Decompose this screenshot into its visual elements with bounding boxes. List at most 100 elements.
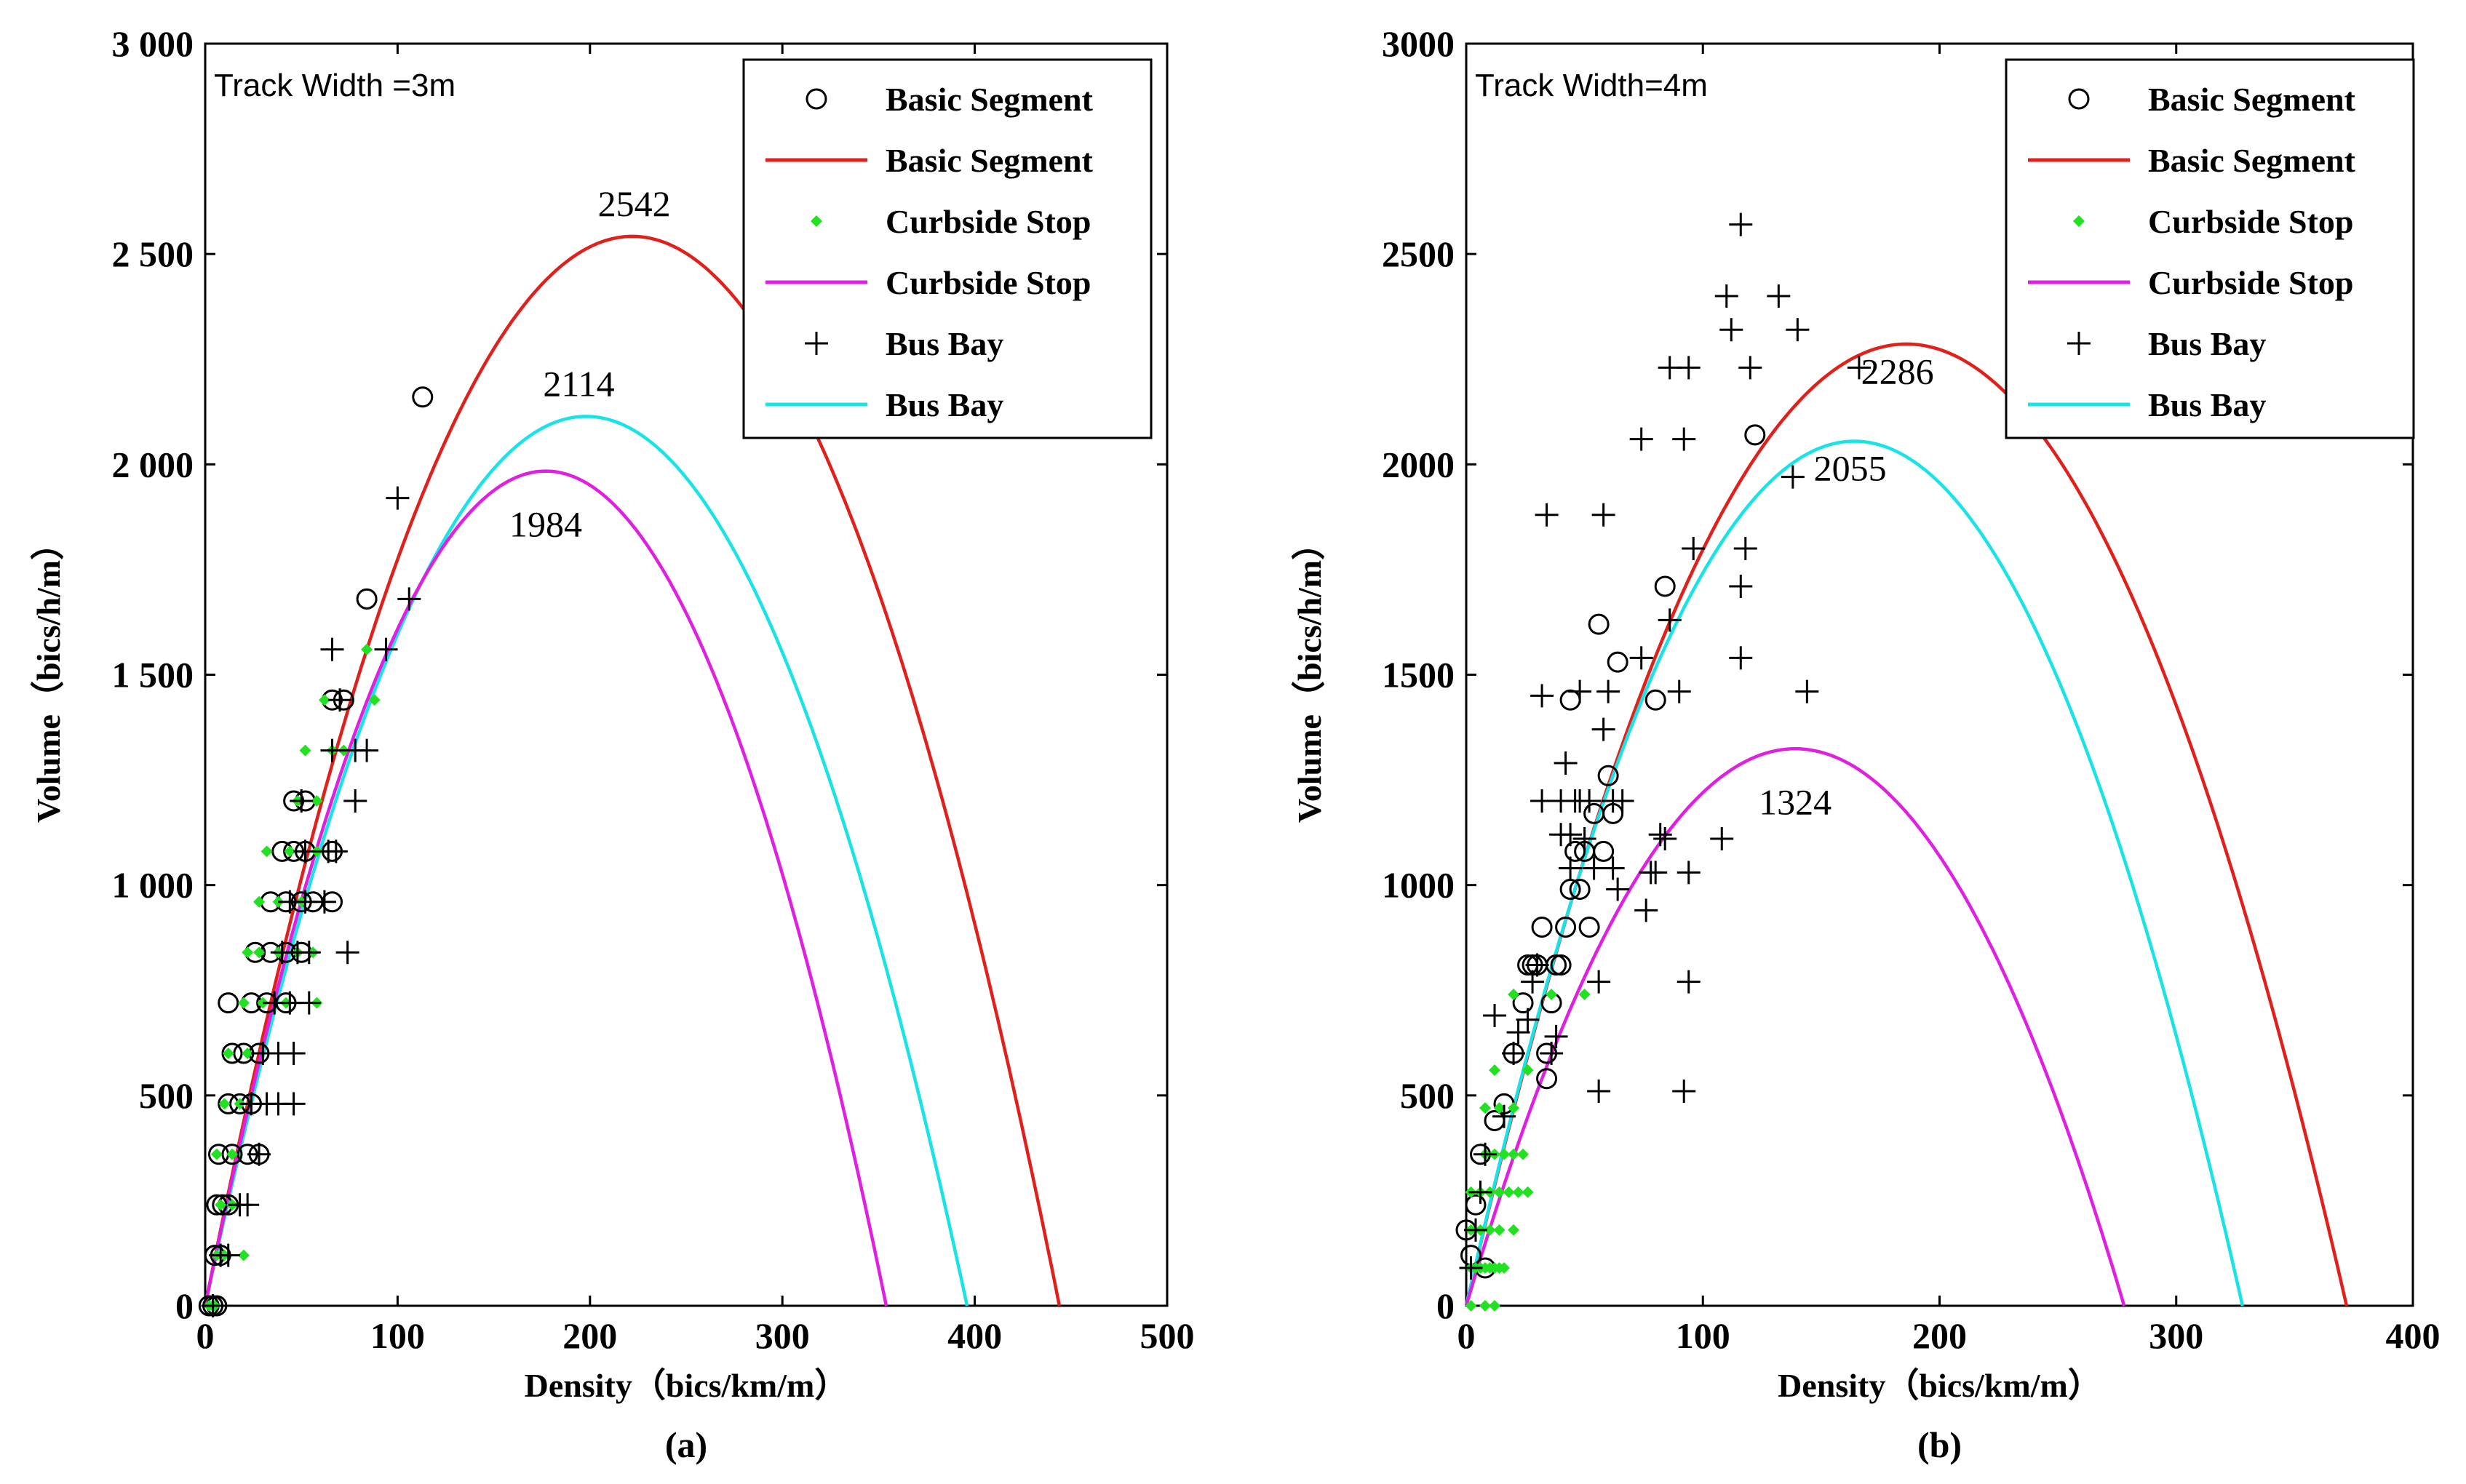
panel-a-series-bus-bay — [201, 486, 421, 1317]
panel-a-point-bus-bay — [386, 486, 410, 510]
panel-a-point-bus-bay — [216, 1243, 240, 1267]
panel-a-track-width-note: Track Width =3m — [214, 68, 456, 103]
panel-b-legend-label: Bus Bay — [2148, 386, 2266, 423]
panel-b-point-basic-segment — [1564, 840, 1586, 862]
panel-b-point-bus-bay — [1606, 877, 1630, 901]
panel-b-y-tick-label: 500 — [1400, 1075, 1455, 1116]
panel-b-x-axis-title: Density（bics/km/m） — [1778, 1367, 2101, 1404]
panel-b-x-tick-label: 400 — [2386, 1315, 2441, 1356]
panel-b-curves — [1464, 342, 2349, 1307]
panel-b-legend: Basic Segment Basic Segment Curbside Stop C… — [2005, 58, 2415, 439]
panel-a-point-bus-bay — [397, 587, 421, 611]
panel-b-point-basic-segment — [1593, 840, 1615, 862]
panel-b-curve-curbside-stop — [1464, 747, 2126, 1307]
panel-b-point-bus-bay — [1544, 1024, 1568, 1048]
panel-b-point-bus-bay — [1521, 970, 1545, 994]
panel-a-y-tick-label: 2 000 — [112, 444, 194, 484]
panel-b-point-bus-bay — [1786, 318, 1810, 342]
panel-a-legend-label: Curbside Stop — [886, 203, 1091, 240]
panel-b-point-bus-bay — [1653, 827, 1677, 851]
panel-a-chart: 0 100 200 300 400 500 0 500 1 000 1 500 2 000 2 500… — [30, 23, 1195, 1465]
panel-b-point-basic-segment — [1569, 878, 1591, 900]
panel-b-point-basic-segment — [1654, 575, 1676, 597]
panel-a-point-curbside-stop — [253, 946, 266, 959]
panel-b-y-tick-label: 0 — [1436, 1285, 1455, 1326]
panel-b-track-width-note: Track Width=4m — [1475, 68, 1708, 103]
panel-b-peak-label-bus-bay: 2055 — [1814, 447, 1887, 488]
panel-a-peak-label-curbside-stop: 1984 — [509, 504, 582, 545]
panel-a-point-curbside-stop — [361, 643, 373, 655]
panel-b-point-basic-segment — [1559, 689, 1581, 711]
panel-b-point-bus-bay — [1847, 356, 1871, 380]
panel-a-legend: Basic Segment Basic Segment Curbside Stop C… — [742, 58, 1153, 439]
panel-a-x-tick-label: 0 — [196, 1315, 215, 1356]
panel-b-point-bus-bay — [1767, 284, 1791, 308]
panel-a-legend-swatch-diamond — [811, 215, 822, 227]
panel-b-point-bus-bay — [1516, 1008, 1540, 1032]
panel-a-legend-label: Curbside Stop — [886, 264, 1091, 301]
panel-a-y-tick-label: 2 500 — [112, 234, 194, 274]
panel-b-point-bus-bay — [1568, 679, 1592, 703]
panel-a-legend-label: Bus Bay — [886, 325, 1003, 362]
panel-a-point-basic-segment — [218, 992, 239, 1014]
panel-b-y-tick-label: 3000 — [1382, 23, 1455, 64]
panel-a-x-tick-label: 100 — [370, 1315, 425, 1356]
panel-b-legend-label: Basic Segment — [2148, 81, 2356, 118]
panel-b-point-bus-bay — [1719, 318, 1743, 342]
panel-b-point-bus-bay — [1554, 751, 1578, 775]
panel-b-point-curbside-stop — [1493, 1102, 1506, 1114]
panel-a-point-bus-bay — [282, 1092, 306, 1116]
panel-b-x-tick-label: 300 — [2149, 1315, 2203, 1356]
panel-b-point-bus-bay — [1492, 1104, 1516, 1128]
panel-b-point-basic-segment — [1588, 613, 1610, 635]
panel-a-label: (a) — [665, 1424, 707, 1465]
panel-a-point-bus-bay — [335, 941, 359, 965]
panel-a-point-bus-bay — [290, 789, 314, 813]
panel-a-point-curbside-stop — [242, 946, 254, 959]
panel-b-legend-swatch-circle — [2068, 88, 2090, 110]
panel-b-point-curbside-stop — [1465, 1300, 1477, 1312]
panel-a-point-bus-bay — [355, 738, 379, 762]
panel-b-point-bus-bay — [1572, 827, 1596, 851]
panel-a-point-curbside-stop — [284, 845, 296, 858]
panel-a-legend-swatch-plus — [805, 332, 828, 355]
panel-a-point-bus-bay — [328, 688, 352, 712]
panel-a-curve-bus-bay — [203, 415, 969, 1307]
panel-a-point-basic-segment — [412, 386, 434, 408]
panel-b-point-bus-bay — [1530, 684, 1554, 708]
panel-b-point-bus-bay — [1644, 861, 1668, 885]
panel-b-curve-bus-bay — [1464, 439, 2244, 1307]
panel-b-point-curbside-stop — [1489, 1300, 1501, 1312]
panel-b-point-curbside-stop — [1517, 1148, 1530, 1160]
panel-b-point-bus-bay — [1540, 1042, 1564, 1065]
panel-a-point-bus-bay — [320, 738, 344, 762]
panel-b-point-curbside-stop — [1498, 1261, 1511, 1274]
panel-a-legend-box — [742, 58, 1153, 439]
panel-b-point-basic-segment — [1555, 917, 1577, 938]
panel-a-point-curbside-stop — [242, 1048, 254, 1059]
panel-a-point-curbside-stop — [318, 694, 330, 706]
panel-b-point-curbside-stop — [1498, 1148, 1511, 1160]
panel-b-point-basic-segment — [1512, 992, 1534, 1014]
panel-b-point-bus-bay — [1559, 823, 1583, 847]
panel-a-point-bus-bay — [293, 839, 317, 863]
panel-b-point-bus-bay — [1729, 575, 1753, 599]
panel-b-point-bus-bay — [1729, 212, 1753, 236]
panel-b-point-bus-bay — [1587, 970, 1611, 994]
panel-b-point-bus-bay — [1591, 717, 1615, 741]
panel-b-point-curbside-stop — [1508, 1224, 1520, 1236]
panel-a-curve-basic-segment — [203, 234, 1062, 1307]
panel-a-point-curbside-stop — [253, 895, 266, 908]
panel-b-point-curbside-stop — [1508, 1102, 1520, 1114]
panel-b-point-bus-bay — [1672, 1080, 1696, 1104]
panel-b-legend-label: Curbside Stop — [2148, 203, 2353, 240]
panel-a-y-tick-label: 1 000 — [112, 865, 194, 906]
panel-b-point-curbside-stop — [1522, 1064, 1534, 1077]
panel-b-point-bus-bay — [1682, 537, 1706, 560]
panel-a-x-tick-label: 300 — [755, 1315, 810, 1356]
panel-b-point-bus-bay — [1502, 1042, 1526, 1065]
panel-a-point-bus-bay — [297, 991, 321, 1015]
panel-b-peak-label-curbside-stop: 1324 — [1759, 781, 1831, 822]
panel-b-series-bus-bay — [1459, 212, 1871, 1280]
